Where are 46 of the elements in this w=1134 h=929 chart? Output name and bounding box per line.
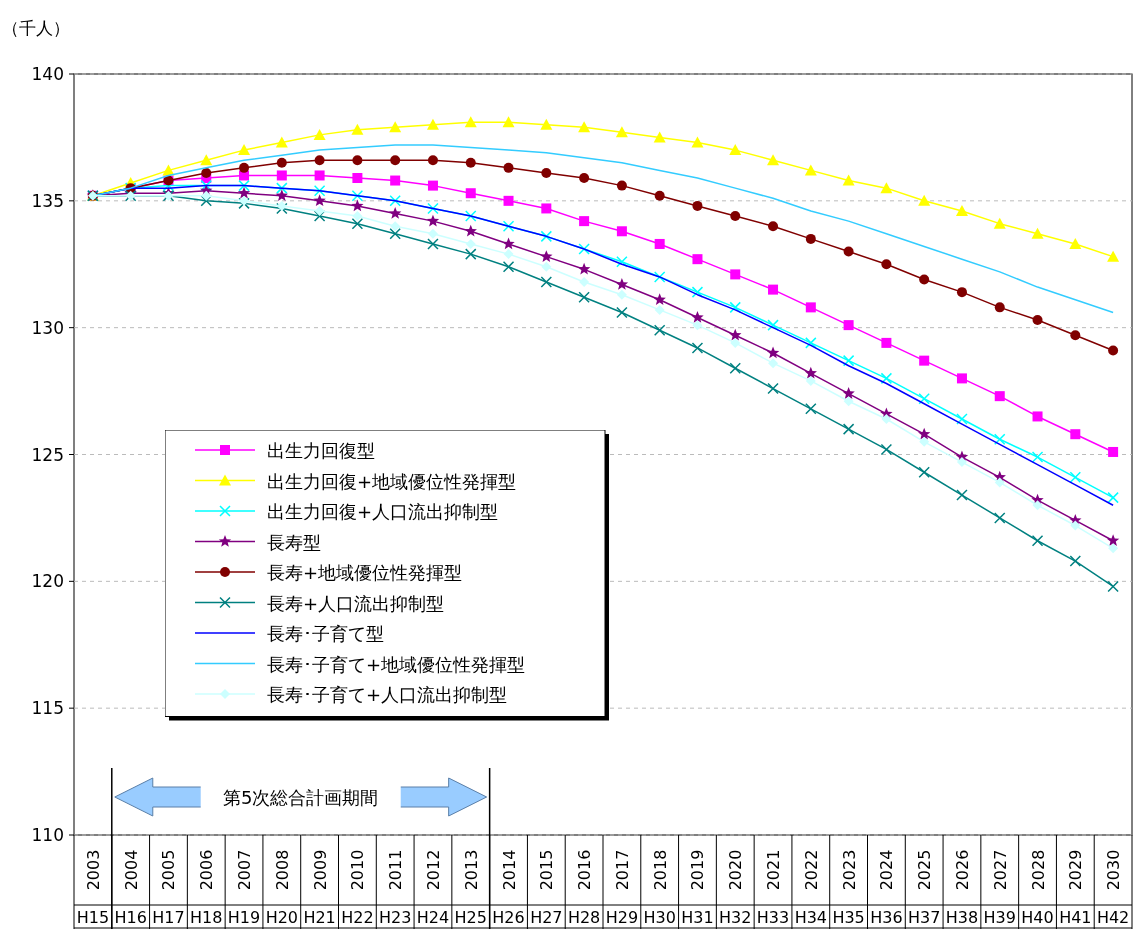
x-tick-label: 2025 H37 [907,849,941,927]
x-tick-label: 2024 H36 [870,849,903,927]
legend-label: 長寿･子育て型 [267,623,384,644]
x-tick-label: 2007 H19 [227,849,261,927]
y-tick-label: 125 [31,444,64,465]
x-tick-label: 2017 H29 [605,849,639,927]
y-axis-title: （千人） [2,18,70,38]
y-tick-label: 110 [31,825,64,845]
legend-label: 出生力回復+地域優位性発揮型 [267,470,517,492]
x-tick-label: 2006 H18 [190,849,223,927]
x-tick-label: 2027 H39 [983,849,1016,927]
x-tick-label: 2019 H31 [681,849,714,927]
y-tick-label: 115 [31,698,64,719]
x-tick-label: 2029 H41 [1059,849,1092,927]
y-tick-label: 120 [31,571,64,592]
x-tick-label: 2004 H16 [114,849,147,927]
legend-label: 長寿+地域優位性発揮型 [267,562,463,583]
x-tick-label: 2030 H42 [1096,849,1130,927]
x-tick-label: 2020 H32 [719,849,752,927]
x-tick-label: 2026 H38 [945,849,979,927]
x-tick-label: 2016 H28 [567,849,601,927]
legend-label: 出生力回復型 [267,440,375,461]
annotation: 第5次総合計画期間 [222,787,379,808]
x-tick-label: 2010 H22 [341,849,374,927]
x-tick-label: 2008 H20 [265,849,299,927]
x-tick-label: 2018 H30 [643,849,676,927]
x-tick-label: 2021 H33 [756,849,790,927]
y-tick-label: 130 [31,317,64,338]
y-tick-label: 135 [31,190,64,211]
x-tick-label: 2003 H15 [76,849,110,927]
x-tick-label: 2005 H17 [152,849,185,927]
legend-label: 長寿･子育て+地域優位性発揮型 [267,653,526,675]
x-tick-label: 2023 H35 [832,849,865,927]
x-tick-label: 2009 H21 [303,849,336,927]
legend-label: 長寿型 [267,531,321,553]
y-tick-label: 140 [31,64,64,84]
legend-label: 長寿･子育て+人口流出抑制型 [267,684,508,705]
x-tick-label: 2022 H34 [794,849,828,927]
x-tick-label: 2011 H23 [378,849,412,927]
x-tick-label: 2012 H24 [416,849,450,927]
x-tick-label: 2013 H25 [454,849,487,927]
x-tick-label: 2015 H27 [530,849,563,927]
x-tick-label: 2014 H26 [492,849,525,927]
legend-label: 長寿+人口流出抑制型 [267,592,445,614]
x-tick-label: 2028 H40 [1021,849,1054,927]
legend-label: 出生力回復+人口流出抑制型 [267,501,499,522]
